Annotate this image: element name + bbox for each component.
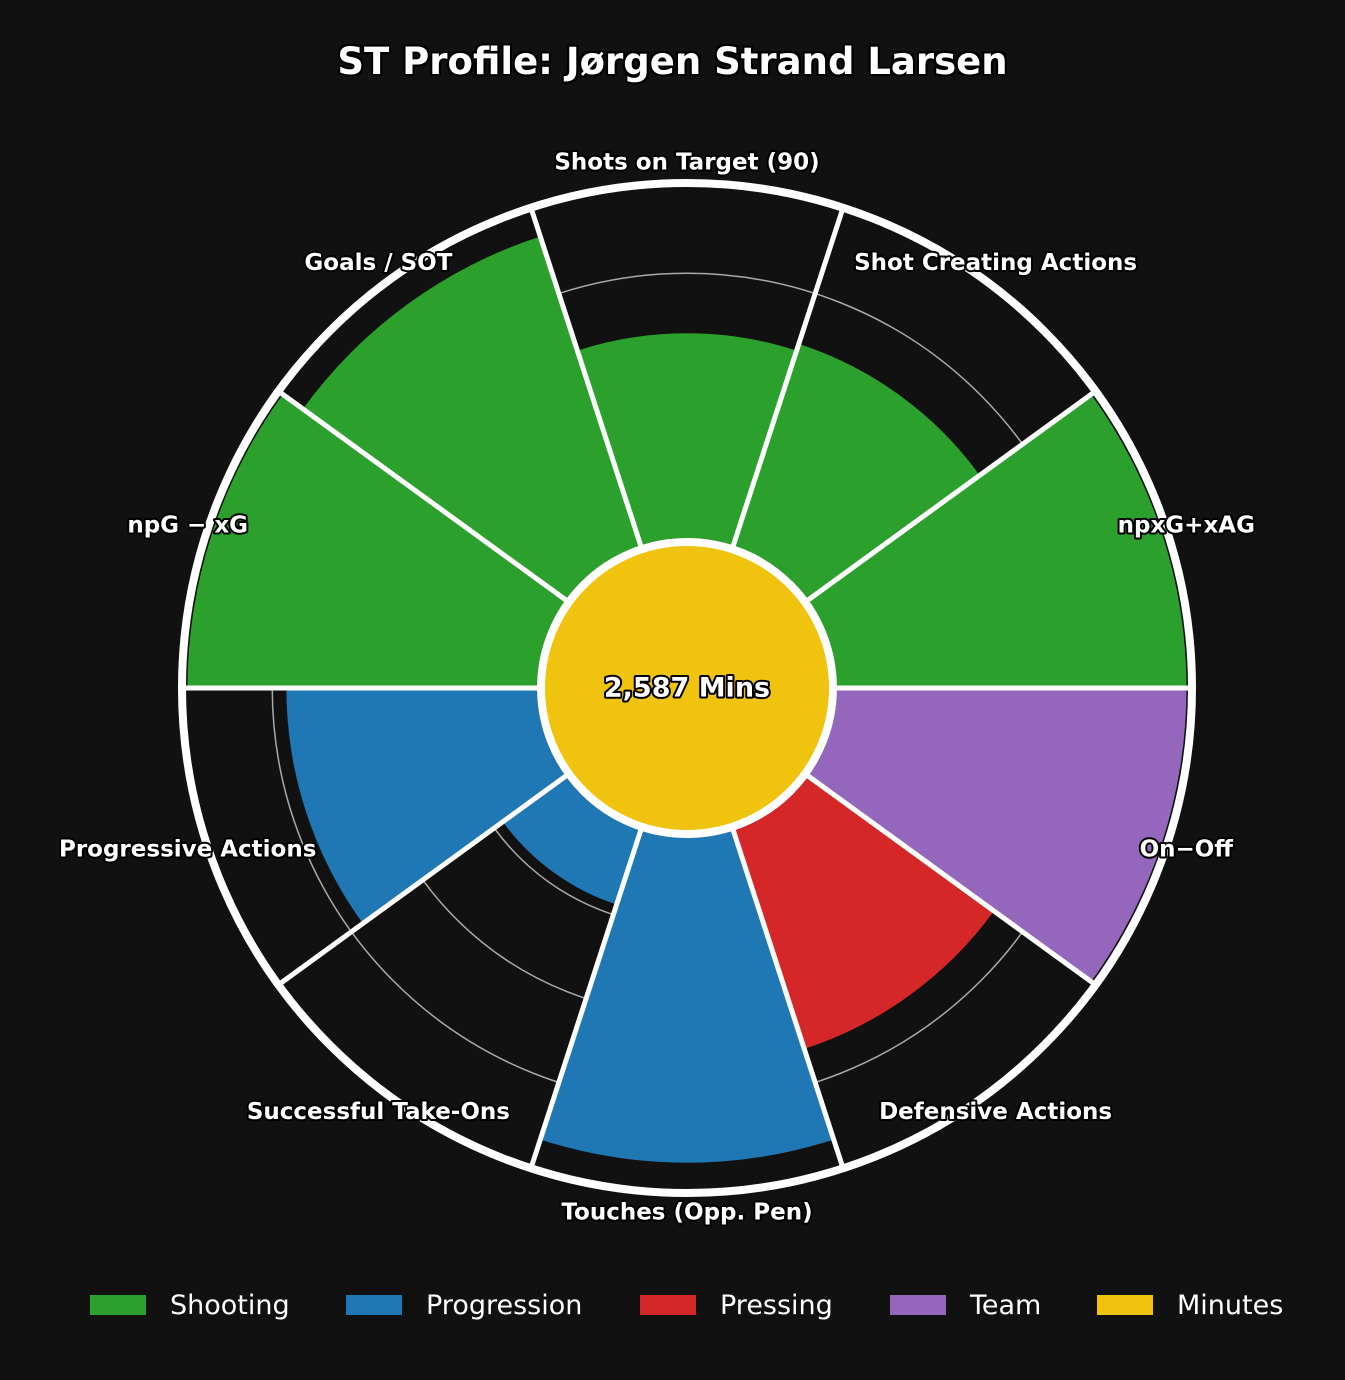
legend-item-progression: Progression bbox=[346, 1282, 582, 1328]
spoke bbox=[528, 826, 645, 1170]
spoke bbox=[528, 206, 645, 550]
spoke bbox=[803, 771, 1098, 987]
chart-title: ST Profile: Jørgen Strand Larsen bbox=[337, 40, 1008, 83]
legend-swatch bbox=[1097, 1295, 1153, 1315]
spoke bbox=[276, 389, 571, 605]
bar-9 bbox=[302, 236, 641, 600]
bar-4 bbox=[733, 776, 994, 1049]
legend-item-pressing: Pressing bbox=[640, 1282, 833, 1328]
center-disc bbox=[537, 538, 837, 838]
category-label-1: Shot Creating Actions bbox=[854, 250, 1137, 276]
center-label: 2,587 Mins bbox=[604, 673, 770, 704]
spoke bbox=[729, 206, 846, 550]
bar-5 bbox=[540, 830, 834, 1163]
bar-3 bbox=[808, 688, 1187, 982]
category-label-0: Shots on Target (90) bbox=[554, 150, 819, 176]
category-label-7: Progressive Actions bbox=[59, 837, 316, 863]
spoke bbox=[276, 771, 571, 987]
category-label-9: Goals / SOT bbox=[304, 250, 452, 276]
legend-label: Pressing bbox=[720, 1289, 833, 1321]
category-label-5: Touches (Opp. Pen) bbox=[561, 1200, 812, 1226]
category-label-6: Successful Take-Ons bbox=[247, 1099, 510, 1125]
bar-7 bbox=[286, 688, 566, 924]
category-label-2: npxG+xAG bbox=[1118, 512, 1255, 538]
legend-swatch bbox=[640, 1295, 696, 1315]
legend: Shooting Progression Pressing Team Minutes bbox=[0, 1282, 1345, 1328]
legend-item-team: Team bbox=[890, 1282, 1041, 1328]
spoke bbox=[803, 389, 1098, 605]
bar-0 bbox=[577, 333, 797, 546]
spoke bbox=[729, 826, 846, 1170]
outer-ring bbox=[178, 179, 1196, 1197]
legend-label: Minutes bbox=[1177, 1289, 1284, 1321]
legend-label: Shooting bbox=[170, 1289, 290, 1321]
legend-swatch bbox=[90, 1295, 146, 1315]
category-label-3: On−Off bbox=[1140, 837, 1234, 863]
category-label-8: npG − xG bbox=[127, 512, 248, 538]
legend-label: Team bbox=[970, 1289, 1042, 1321]
category-label-4: Defensive Actions bbox=[879, 1099, 1112, 1125]
legend-label: Progression bbox=[426, 1289, 583, 1321]
bar-8 bbox=[187, 394, 566, 688]
legend-item-minutes: Minutes bbox=[1097, 1282, 1283, 1328]
bar-2 bbox=[808, 394, 1187, 688]
legend-swatch bbox=[890, 1295, 946, 1315]
legend-swatch bbox=[346, 1295, 402, 1315]
bar-6 bbox=[502, 776, 641, 905]
legend-item-shooting: Shooting bbox=[90, 1282, 290, 1328]
bar-1 bbox=[733, 343, 980, 600]
